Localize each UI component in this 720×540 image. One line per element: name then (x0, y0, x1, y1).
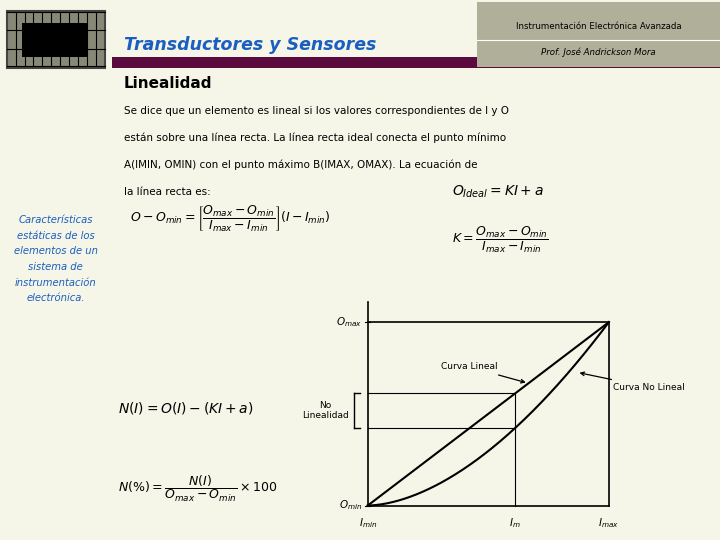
Text: Instrumentación Electrónica Avanzada: Instrumentación Electrónica Avanzada (516, 22, 681, 31)
Text: A(IMIN, OMIN) con el punto máximo B(IMAX, OMAX). La ecuación de: A(IMIN, OMIN) con el punto máximo B(IMAX… (124, 159, 477, 170)
Text: $K = \dfrac{O_{max} - O_{min}}{I_{max} - I_{min}}$: $K = \dfrac{O_{max} - O_{min}}{I_{max} -… (452, 225, 549, 255)
Text: Características
estáticas de los
elementos de un
sistema de
instrumentación
elec: Características estáticas de los element… (14, 215, 98, 303)
Text: Transductores y Sensores: Transductores y Sensores (124, 36, 376, 55)
Text: $I_{max}$: $I_{max}$ (598, 516, 619, 530)
Text: están sobre una línea recta. La línea recta ideal conecta el punto mínimo: están sobre una línea recta. La línea re… (124, 132, 506, 143)
Text: Linealidad: Linealidad (124, 76, 212, 91)
Text: Curva No Lineal: Curva No Lineal (581, 372, 685, 392)
Text: $O_{max}$: $O_{max}$ (336, 315, 362, 329)
Bar (22, 23, 87, 57)
Text: la línea recta es:: la línea recta es: (124, 187, 210, 197)
Bar (112, 57, 720, 68)
Text: $I_{min}$: $I_{min}$ (359, 516, 377, 530)
Text: $N(I) = O(I) - (KI + a)$: $N(I) = O(I) - (KI + a)$ (117, 400, 253, 416)
Text: $O - O_{min} = \left[\dfrac{O_{max} - O_{min}}{I_{max} - I_{min}}\right](I - I_{: $O - O_{min} = \left[\dfrac{O_{max} - O_… (130, 204, 330, 234)
Bar (477, 2, 720, 67)
Text: $I_m$: $I_m$ (509, 516, 521, 530)
Text: Prof. José Andrickson Mora: Prof. José Andrickson Mora (541, 47, 656, 57)
Bar (6, 11, 105, 68)
Text: $N(\%) = \dfrac{N(I)}{O_{max} - O_{min}} \times 100$: $N(\%) = \dfrac{N(I)}{O_{max} - O_{min}}… (117, 474, 277, 504)
Text: No
Linealidad: No Linealidad (302, 401, 349, 421)
Text: Curva Lineal: Curva Lineal (441, 362, 524, 383)
Text: $O_{min}$: $O_{min}$ (339, 498, 362, 512)
Text: Se dice que un elemento es lineal si los valores correspondientes de I y O: Se dice que un elemento es lineal si los… (124, 106, 509, 116)
Text: $O_{Ideal} = KI + a$: $O_{Ideal} = KI + a$ (452, 184, 544, 200)
